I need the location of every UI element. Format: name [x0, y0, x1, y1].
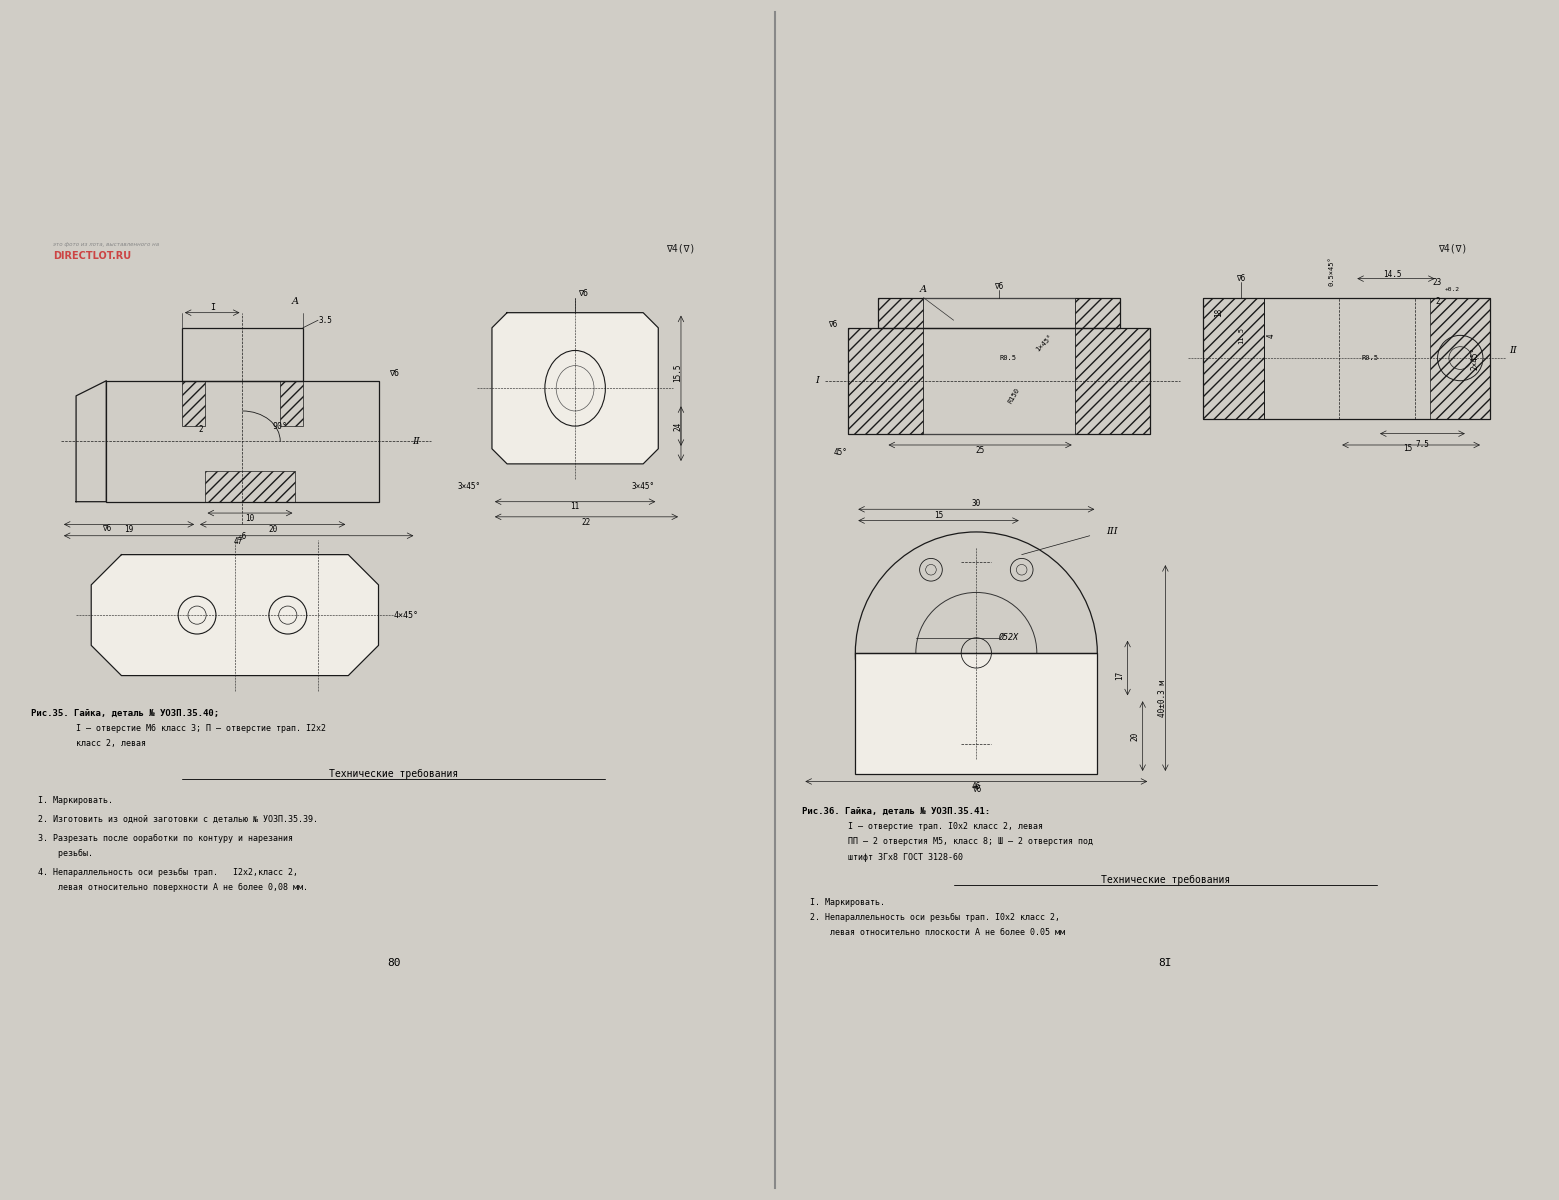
- Text: 45°: 45°: [834, 448, 847, 457]
- Text: 40±0.3 м: 40±0.3 м: [1158, 679, 1166, 716]
- Text: I – отверстие трап. I0х2 класс 2, левая: I – отверстие трап. I0х2 класс 2, левая: [848, 822, 1043, 832]
- Text: Рис.36. Гайка, деталь № УОЗП.35.41:: Рис.36. Гайка, деталь № УОЗП.35.41:: [803, 808, 990, 816]
- Text: 3×45°: 3×45°: [458, 482, 480, 491]
- Text: +0.2: +0.2: [1445, 288, 1461, 293]
- Text: A: A: [292, 296, 299, 306]
- Text: 2. Непараллельность оси резьбы трап. I0х2 класс 2,: 2. Непараллельность оси резьбы трап. I0х…: [811, 913, 1060, 922]
- Text: 20: 20: [1130, 732, 1140, 740]
- Polygon shape: [493, 313, 658, 464]
- Text: 15.5: 15.5: [673, 364, 683, 383]
- Text: △6: △6: [239, 532, 246, 540]
- Text: R0.5: R0.5: [999, 355, 1016, 361]
- Text: I. Маркировать.: I. Маркировать.: [811, 898, 886, 907]
- Text: 11: 11: [571, 503, 580, 511]
- Bar: [182, 328, 302, 380]
- Text: 3×45°: 3×45°: [631, 482, 655, 491]
- Bar: [1430, 298, 1490, 419]
- Text: ∇6: ∇6: [828, 319, 837, 329]
- Text: ∇6: ∇6: [971, 785, 981, 793]
- Text: 22: 22: [582, 517, 591, 527]
- Text: ∇6: ∇6: [995, 282, 1004, 290]
- Bar: [856, 653, 1098, 774]
- Text: Технические требования: Технические требования: [329, 769, 458, 779]
- Text: ∇6: ∇6: [388, 368, 399, 378]
- Bar: [182, 380, 204, 426]
- Text: 4: 4: [1267, 334, 1275, 337]
- Text: 30: 30: [971, 499, 981, 509]
- Text: 15: 15: [934, 511, 943, 520]
- Text: 90°: 90°: [273, 421, 288, 431]
- Bar: [1074, 328, 1151, 433]
- Text: 2. Изготовить из одной заготовки с деталью № УОЗП.35.39.: 2. Изготовить из одной заготовки с детал…: [39, 815, 318, 823]
- Text: ∇4(∇): ∇4(∇): [666, 244, 695, 253]
- Bar: [204, 472, 295, 502]
- Text: DIRECTLOT.RU: DIRECTLOT.RU: [53, 251, 131, 260]
- Text: 3. Разрезать после ооработки по контуру и нарезания: 3. Разрезать после ооработки по контуру …: [39, 834, 293, 842]
- Text: ∇6: ∇6: [578, 289, 588, 299]
- Text: 47: 47: [234, 536, 243, 546]
- Bar: [1204, 298, 1264, 419]
- Text: R0.5: R0.5: [1361, 355, 1378, 361]
- Text: 2: 2: [198, 425, 203, 434]
- Text: III: III: [1107, 528, 1118, 536]
- Text: левая относительно плоскости А не более 0.05 мм: левая относительно плоскости А не более …: [811, 928, 1065, 937]
- Text: ∇6: ∇6: [1236, 274, 1246, 283]
- Bar: [923, 298, 1074, 433]
- Text: 19: 19: [125, 526, 134, 534]
- Text: I – отверстие М6 класс 3; П – отверстие трап. I2х2: I – отверстие М6 класс 3; П – отверстие …: [76, 724, 326, 733]
- Text: 17: 17: [1116, 671, 1124, 680]
- Text: 25: 25: [976, 445, 985, 455]
- Bar: [281, 380, 302, 426]
- Text: 7.5: 7.5: [1416, 440, 1430, 450]
- Text: ПП – 2 отверстия М5, класс 8; Ш – 2 отверстия под: ПП – 2 отверстия М5, класс 8; Ш – 2 отве…: [848, 838, 1093, 846]
- Text: это фото из лота, выставленного на: это фото из лота, выставленного на: [53, 242, 159, 247]
- Text: ∇4(∇): ∇4(∇): [1437, 244, 1467, 253]
- Text: A: A: [920, 286, 928, 294]
- Text: II: II: [1509, 346, 1517, 355]
- Text: 15: 15: [1403, 444, 1412, 454]
- Text: I. Маркировать.: I. Маркировать.: [39, 796, 114, 805]
- Text: 10: 10: [245, 514, 254, 523]
- Text: R150: R150: [1007, 386, 1021, 404]
- Text: Технические требования: Технические требования: [1101, 875, 1230, 884]
- Bar: [1074, 298, 1119, 328]
- Text: резьбы.: резьбы.: [39, 848, 94, 858]
- Text: 0.5×45°: 0.5×45°: [1328, 257, 1335, 286]
- Text: 3.5: 3.5: [318, 316, 332, 325]
- Text: класс 2, левая: класс 2, левая: [76, 739, 147, 748]
- Text: 2×45°: 2×45°: [1470, 347, 1479, 370]
- Polygon shape: [90, 554, 379, 676]
- Text: ∇6: ∇6: [101, 523, 111, 533]
- Text: Рис.35. Гайка, деталь № УОЗП.35.40;: Рис.35. Гайка, деталь № УОЗП.35.40;: [31, 709, 218, 718]
- Text: Ø52X: Ø52X: [999, 634, 1020, 642]
- Bar: [848, 328, 923, 433]
- Text: 24: 24: [673, 421, 683, 431]
- Text: 46: 46: [971, 782, 981, 791]
- Text: II: II: [413, 437, 421, 445]
- Bar: [878, 298, 923, 328]
- Text: 4×45°: 4×45°: [393, 611, 419, 619]
- Text: I: I: [815, 377, 820, 385]
- Bar: [848, 328, 1151, 433]
- Bar: [1204, 298, 1490, 419]
- Text: 18: 18: [1214, 308, 1222, 317]
- Bar: [878, 298, 1119, 328]
- Text: 11.5: 11.5: [1238, 326, 1244, 344]
- Text: 1×45°: 1×45°: [1035, 334, 1054, 353]
- Text: 23: 23: [1433, 278, 1442, 287]
- Text: штифт 3Гх8 ГОСТ 3128-60: штифт 3Гх8 ГОСТ 3128-60: [848, 852, 963, 862]
- Bar: [106, 380, 379, 502]
- Text: 4. Непараллельность оси резьбы трап.   I2х2,класс 2,: 4. Непараллельность оси резьбы трап. I2х…: [39, 868, 298, 877]
- Text: I: I: [209, 302, 215, 312]
- Text: 14.5: 14.5: [1383, 270, 1402, 280]
- Text: 2: 2: [1436, 296, 1441, 306]
- Text: 80: 80: [387, 958, 401, 968]
- Text: левая относительно поверхности А не более 0,08 мм.: левая относительно поверхности А не боле…: [39, 883, 309, 892]
- Text: 8I: 8I: [1158, 958, 1172, 968]
- Text: 20: 20: [268, 526, 278, 534]
